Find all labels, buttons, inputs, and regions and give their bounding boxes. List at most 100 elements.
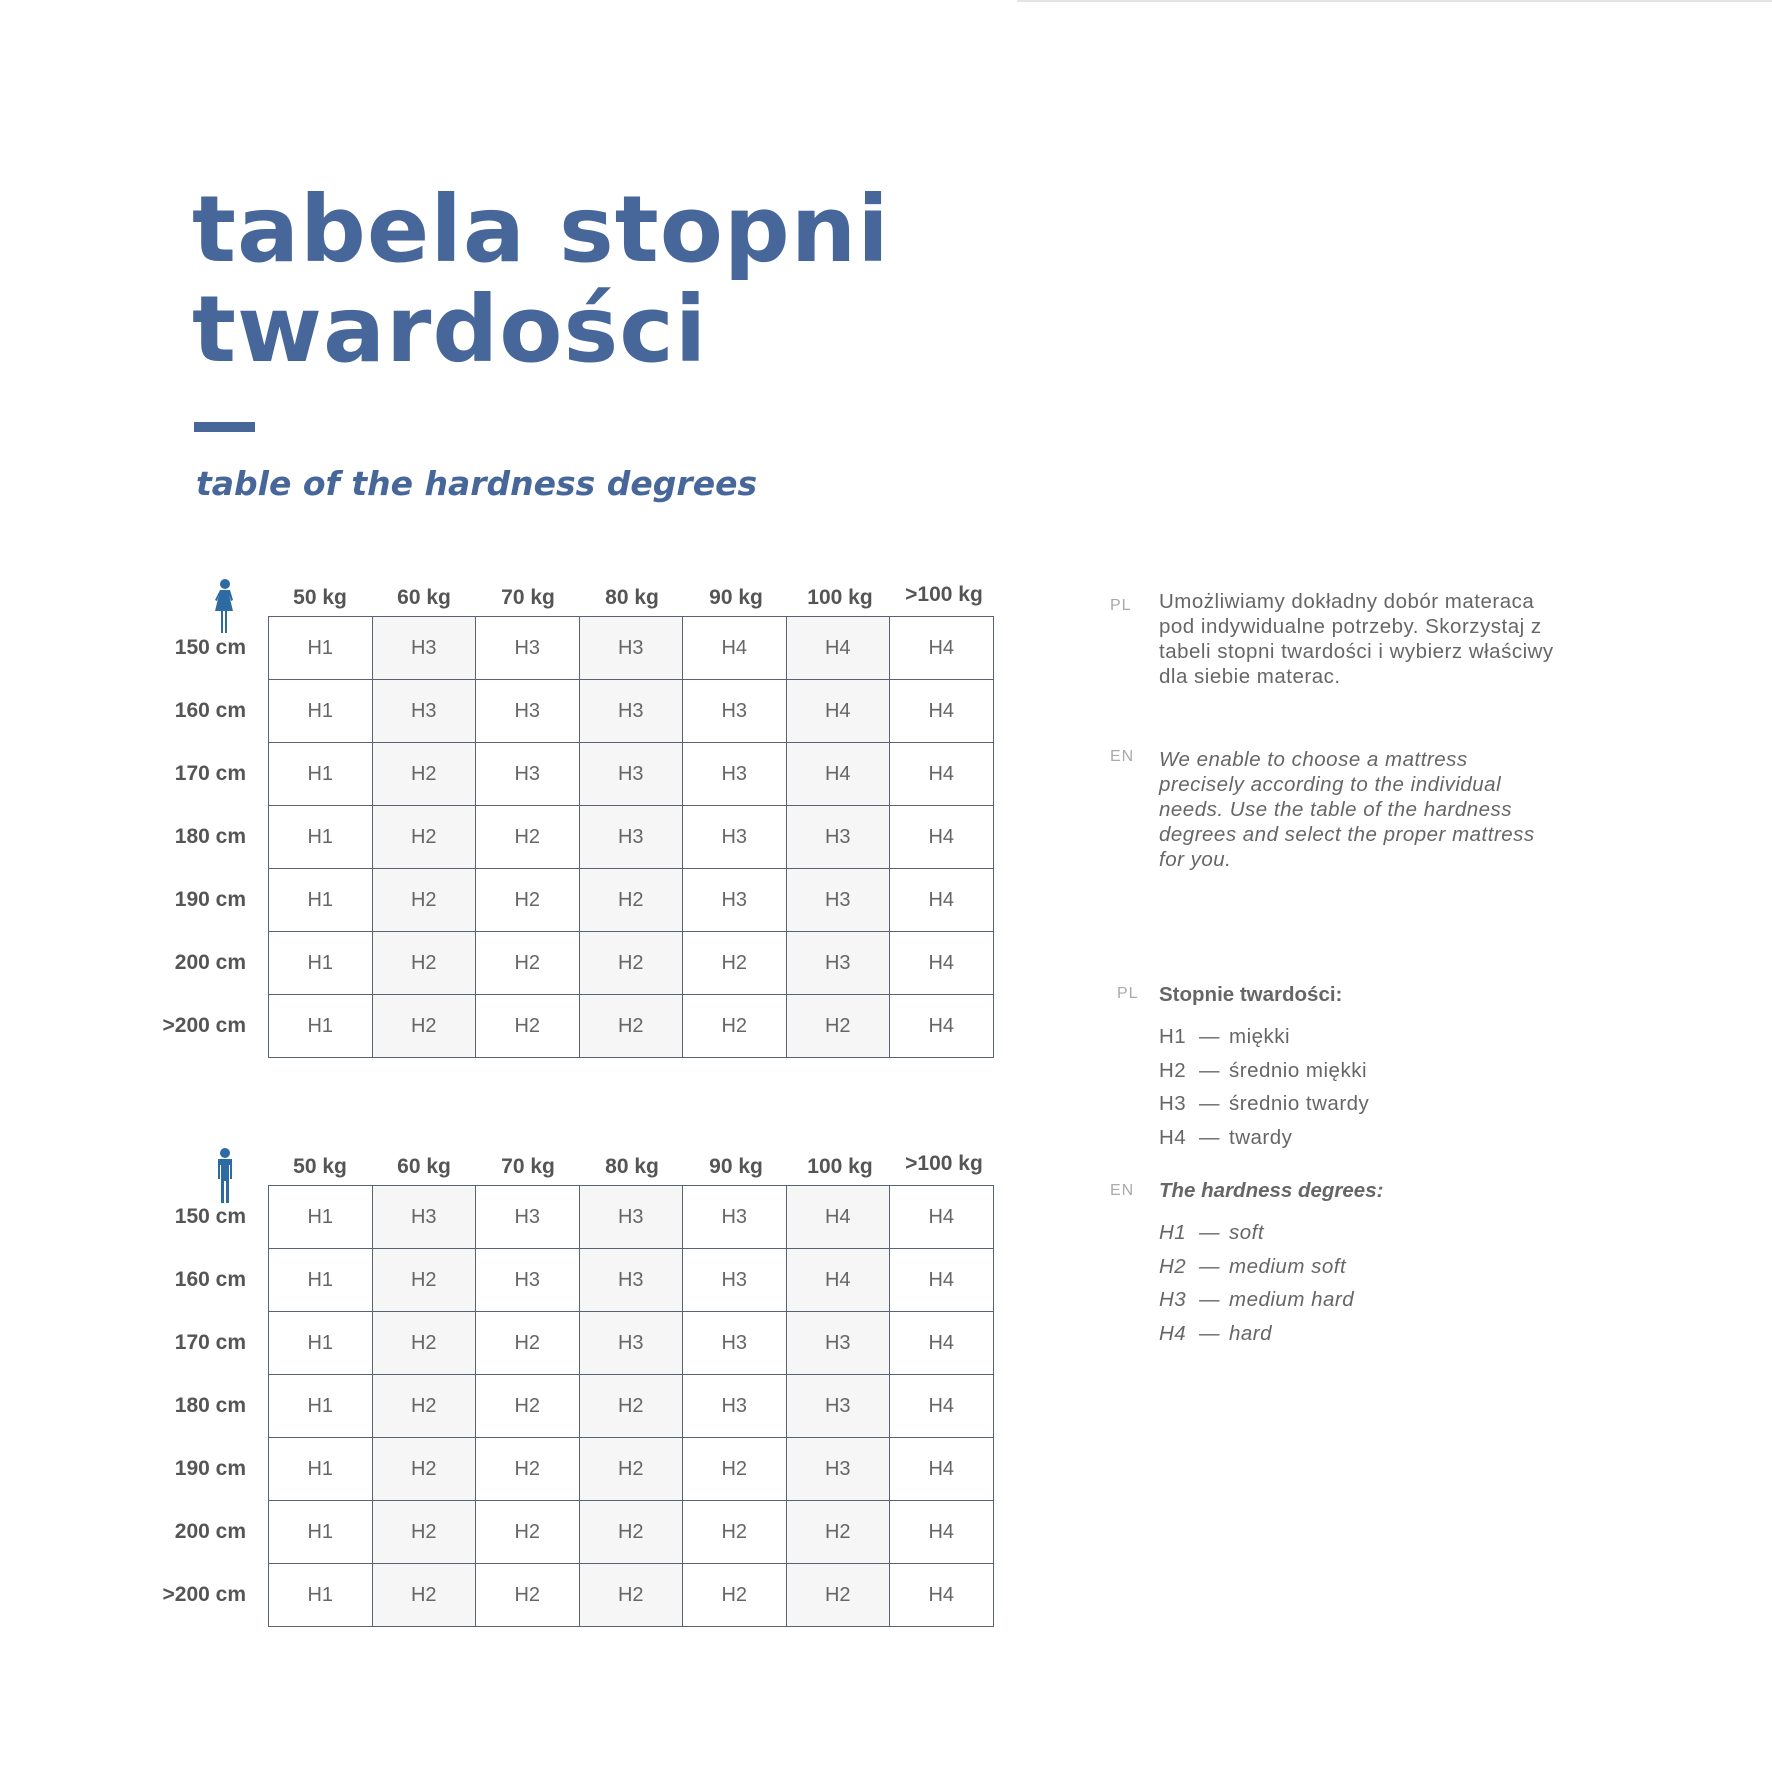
hardness-table-women: 50 kg 60 kg 70 kg 80 kg 90 kg 100 kg >100 kg 15…	[140, 579, 1000, 1076]
height-label: >200 cm	[162, 1014, 247, 1037]
legend-key: H4	[1159, 1321, 1187, 1345]
hardness-cell: H2	[683, 932, 787, 995]
legend-desc: średnio twardy	[1229, 1092, 1370, 1115]
hardness-cell: H3	[786, 869, 890, 932]
legend-item: H4 — twardy	[1159, 1126, 1292, 1150]
legend-dash: —	[1199, 1321, 1220, 1345]
hardness-cell: H1	[269, 1501, 373, 1564]
hardness-cell: H4	[890, 1501, 994, 1564]
hardness-cell: H1	[269, 617, 373, 680]
title-underline	[194, 422, 255, 432]
hardness-cell: H2	[476, 932, 580, 995]
hardness-table-men: 50 kg 60 kg 70 kg 80 kg 90 kg 100 kg >100 kg 15…	[140, 1148, 1000, 1645]
hardness-cell: H2	[579, 1501, 683, 1564]
hardness-cell: H2	[372, 806, 476, 869]
hardness-cell: H2	[372, 995, 476, 1058]
hardness-cell: H2	[786, 1564, 890, 1627]
legend-desc: medium hard	[1229, 1288, 1355, 1311]
hardness-cell: H2	[476, 1438, 580, 1501]
hardness-cell: H2	[476, 995, 580, 1058]
legend-heading-en: The hardness degrees:	[1159, 1179, 1384, 1202]
hardness-cell: H3	[683, 1186, 787, 1249]
hardness-cell: H4	[786, 1186, 890, 1249]
weight-header: 90 kg	[709, 586, 763, 609]
hardness-cell: H4	[890, 680, 994, 743]
hardness-cell: H3	[372, 680, 476, 743]
hardness-cell: H3	[579, 1186, 683, 1249]
hardness-cell: H3	[683, 1249, 787, 1312]
hardness-cell: H2	[372, 932, 476, 995]
hardness-cell: H3	[579, 1312, 683, 1375]
hardness-cell: H2	[683, 1564, 787, 1627]
weight-header: 70 kg	[501, 586, 555, 609]
title-line-2: twardości	[192, 276, 708, 383]
legend-dash: —	[1199, 1092, 1220, 1115]
weight-header: 50 kg	[293, 586, 347, 609]
weight-header: 90 kg	[709, 1155, 763, 1178]
hardness-cell: H2	[476, 1375, 580, 1438]
height-label: 180 cm	[174, 1394, 246, 1417]
hardness-grid: H1 H3 H3 H3 H4 H4 H4 H1 H3 H3 H3 H3 H4 H4 H1 H2 H3 H3 H3 H4…	[268, 616, 994, 1058]
hardness-cell: H3	[579, 1249, 683, 1312]
hardness-cell: H1	[269, 680, 373, 743]
hardness-cell: H2	[683, 1438, 787, 1501]
table-row: H1 H2 H3 H3 H3 H4 H4	[269, 1249, 994, 1312]
hardness-cell: H1	[269, 1564, 373, 1627]
table-row: H1 H3 H3 H3 H4 H4 H4	[269, 617, 994, 680]
legend-desc: medium soft	[1229, 1254, 1347, 1278]
table-row: H1 H2 H2 H2 H3 H3 H4	[269, 1375, 994, 1438]
weight-header: 100 kg	[807, 586, 873, 609]
weight-header: 80 kg	[605, 586, 659, 609]
table-row: H1 H2 H2 H2 H2 H2 H4	[269, 1501, 994, 1564]
legend-key: H3	[1159, 1092, 1187, 1115]
hardness-cell: H2	[476, 806, 580, 869]
lang-label-pl: PL	[1110, 597, 1132, 614]
legend-key: H4	[1159, 1125, 1187, 1149]
legend-item: H2 — medium soft	[1159, 1255, 1346, 1279]
height-label: 160 cm	[174, 699, 246, 722]
weight-header: >100 kg	[905, 583, 983, 606]
hardness-cell: H2	[786, 995, 890, 1058]
hardness-cell: H4	[890, 1564, 994, 1627]
table-row: H1 H2 H2 H3 H3 H3 H4	[269, 806, 994, 869]
legend-item: H1 — miękki	[1159, 1025, 1290, 1049]
table-row: H1 H3 H3 H3 H3 H4 H4	[269, 1186, 994, 1249]
table-row: H1 H2 H2 H2 H2 H2 H4	[269, 1564, 994, 1627]
hardness-cell: H4	[890, 1438, 994, 1501]
legend-heading-pl: Stopnie twardości:	[1159, 983, 1343, 1006]
page-subtitle: table of the hardness degrees	[196, 464, 758, 503]
hardness-cell: H3	[372, 1186, 476, 1249]
hardness-cell: H3	[786, 932, 890, 995]
legend-desc: średnio miękki	[1229, 1058, 1368, 1082]
legend-key: H3	[1159, 1288, 1187, 1311]
weight-header: 80 kg	[605, 1155, 659, 1178]
height-label: 200 cm	[174, 1520, 246, 1543]
height-label: 170 cm	[174, 1331, 246, 1354]
legend-dash: —	[1199, 1125, 1220, 1149]
hardness-cell: H2	[476, 1564, 580, 1627]
hardness-cell: H4	[890, 869, 994, 932]
hardness-cell: H2	[683, 995, 787, 1058]
hardness-cell: H4	[890, 1375, 994, 1438]
hardness-cell: H2	[372, 1438, 476, 1501]
table-row: H1 H2 H3 H3 H3 H4 H4	[269, 743, 994, 806]
hardness-cell: H2	[372, 1249, 476, 1312]
hardness-cell: H4	[890, 1186, 994, 1249]
table-row: H1 H2 H2 H3 H3 H3 H4	[269, 1312, 994, 1375]
hardness-cell: H1	[269, 1438, 373, 1501]
legend-dash: —	[1199, 1221, 1220, 1244]
hardness-cell: H4	[890, 1249, 994, 1312]
hardness-cell: H4	[786, 680, 890, 743]
table-row: H1 H2 H2 H2 H2 H3 H4	[269, 932, 994, 995]
hardness-cell: H4	[890, 1312, 994, 1375]
hardness-cell: H2	[372, 1501, 476, 1564]
legend-lang-en: EN	[1110, 1182, 1135, 1199]
description-pl: Umożliwiamy dokładny dobór materaca pod …	[1159, 590, 1554, 688]
woman-icon	[210, 578, 240, 634]
hardness-cell: H2	[579, 1375, 683, 1438]
legend-item: H2 — średnio miękki	[1159, 1059, 1367, 1083]
weight-header: >100 kg	[905, 1152, 983, 1175]
hardness-cell: H2	[372, 1564, 476, 1627]
legend-dash: —	[1199, 1254, 1220, 1278]
table-row: H1 H2 H2 H2 H3 H3 H4	[269, 869, 994, 932]
